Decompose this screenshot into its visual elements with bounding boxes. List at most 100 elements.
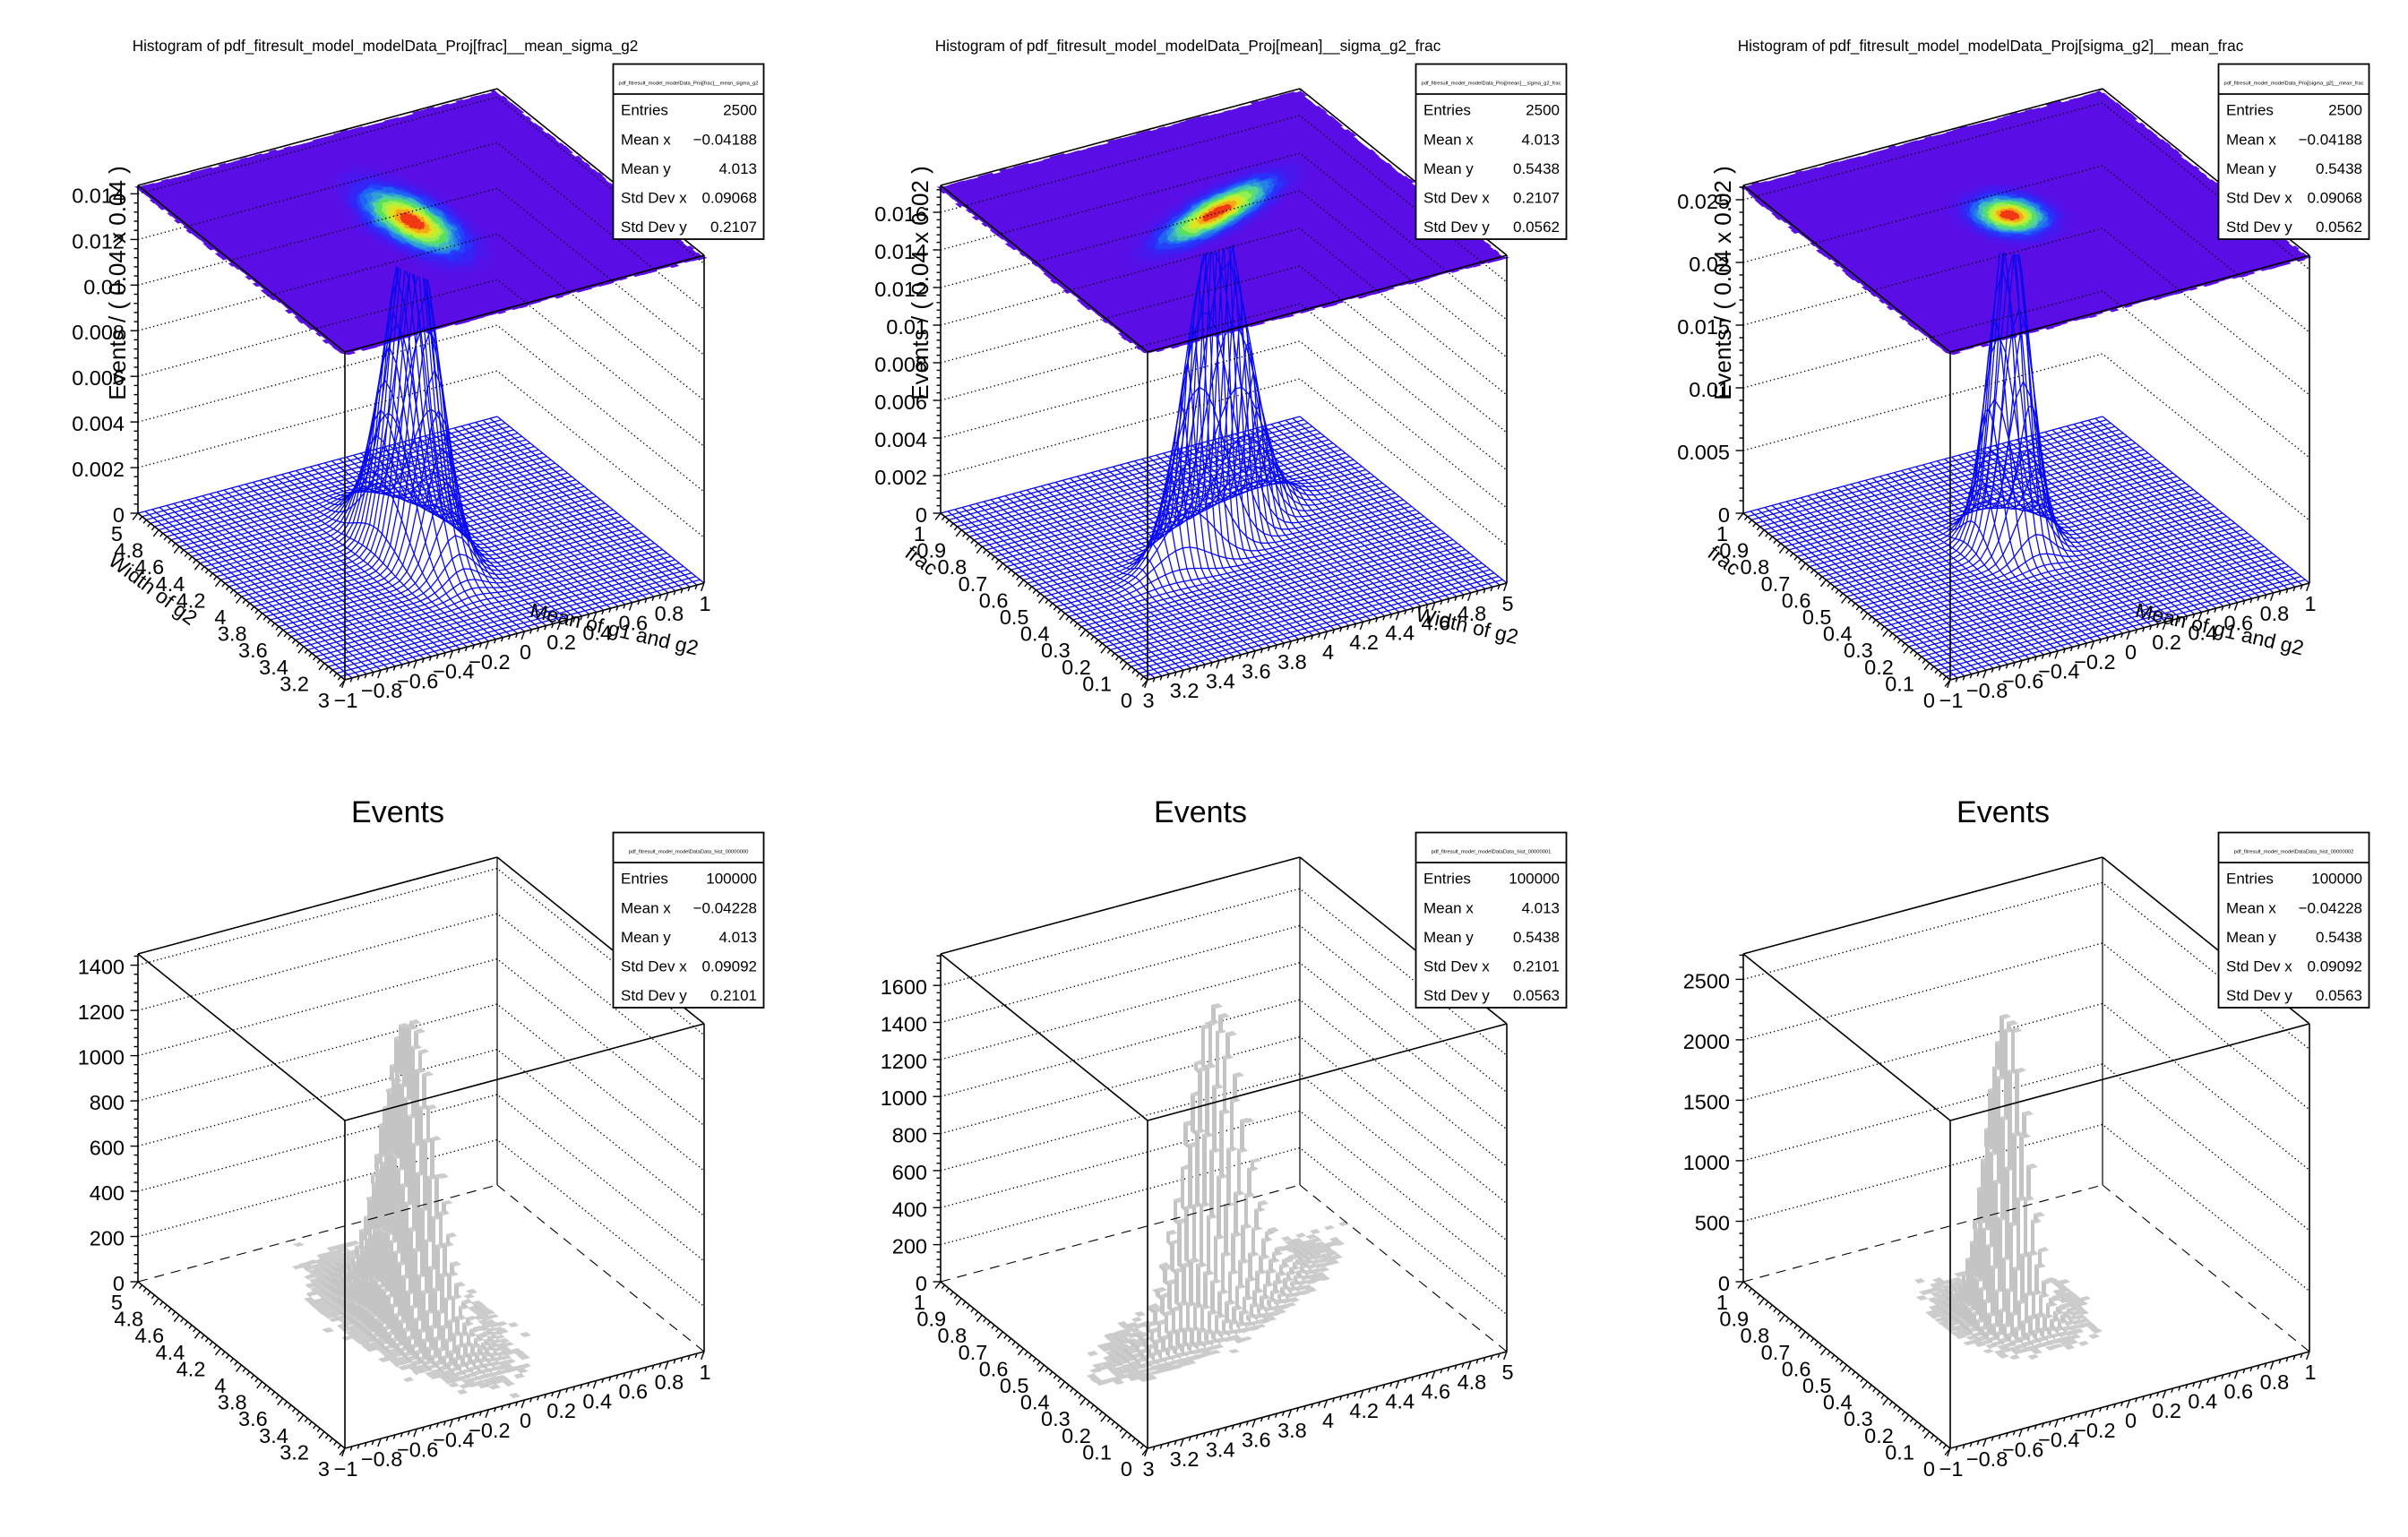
svg-text:4: 4 (1322, 1409, 1334, 1432)
svg-text:0.006: 0.006 (874, 391, 927, 414)
svg-text:0.2107: 0.2107 (710, 219, 757, 236)
svg-text:−0.2: −0.2 (2074, 1419, 2115, 1442)
svg-text:Entries: Entries (1423, 102, 1471, 119)
svg-text:0.8: 0.8 (938, 555, 968, 579)
svg-text:Histogram of pdf_fitresult_mod: Histogram of pdf_fitresult_model_modelDa… (133, 37, 639, 55)
svg-text:0.6: 0.6 (1782, 588, 1811, 612)
svg-text:800: 800 (90, 1091, 125, 1114)
svg-text:0.3: 0.3 (1041, 1407, 1071, 1430)
svg-text:Mean x: Mean x (621, 131, 671, 148)
svg-text:Std Dev x: Std Dev x (621, 958, 687, 975)
svg-text:0.01: 0.01 (886, 315, 927, 339)
svg-text:4.013: 4.013 (1521, 899, 1560, 916)
svg-text:0: 0 (520, 1409, 531, 1432)
svg-text:0.8: 0.8 (2260, 1370, 2290, 1394)
svg-text:0.4: 0.4 (1823, 623, 1853, 646)
svg-text:2500: 2500 (1526, 102, 1560, 119)
svg-text:0: 0 (916, 503, 927, 527)
svg-text:1400: 1400 (78, 956, 125, 979)
svg-text:0.4: 0.4 (582, 1389, 612, 1412)
svg-text:0.4: 0.4 (1020, 1391, 1050, 1414)
svg-text:2500: 2500 (1683, 969, 1730, 992)
svg-text:pdf_fitresult_model_modelDataD: pdf_fitresult_model_modelDataData_hist_0… (629, 850, 749, 855)
svg-text:4.013: 4.013 (1521, 131, 1560, 148)
svg-text:Histogram of pdf_fitresult_mod: Histogram of pdf_fitresult_model_modelDa… (935, 37, 1441, 55)
svg-text:Events: Events (1956, 795, 2050, 829)
svg-text:0.2: 0.2 (546, 631, 576, 654)
svg-text:1: 1 (1716, 522, 1728, 545)
svg-text:0.8: 0.8 (655, 602, 684, 625)
svg-text:1: 1 (914, 1291, 925, 1314)
svg-text:−1: −1 (1939, 689, 1964, 712)
svg-text:0.1: 0.1 (1885, 672, 1914, 695)
svg-text:100000: 100000 (706, 871, 757, 888)
svg-text:100000: 100000 (2311, 871, 2362, 888)
svg-text:5: 5 (111, 1291, 123, 1314)
svg-text:Mean y: Mean y (621, 160, 671, 177)
svg-text:0.09068: 0.09068 (702, 190, 757, 207)
svg-text:−0.8: −0.8 (361, 679, 402, 702)
svg-text:2500: 2500 (2328, 102, 2362, 119)
svg-text:0.5438: 0.5438 (2316, 929, 2362, 946)
svg-text:4.8: 4.8 (1458, 602, 1487, 625)
svg-text:−0.4: −0.4 (2038, 660, 2079, 683)
svg-text:2500: 2500 (723, 102, 757, 119)
svg-text:Std Dev y: Std Dev y (621, 219, 687, 236)
svg-text:0.7: 0.7 (1761, 572, 1791, 596)
svg-text:2000: 2000 (1683, 1030, 1730, 1053)
svg-text:0.2107: 0.2107 (1513, 190, 1560, 207)
svg-text:3.2: 3.2 (280, 672, 309, 695)
svg-text:Entries: Entries (1423, 871, 1471, 888)
svg-text:0.7: 0.7 (959, 572, 988, 596)
svg-text:pdf_fitresult_model_modelData_: pdf_fitresult_model_modelData_Proj[frac]… (619, 82, 759, 87)
svg-text:3.8: 3.8 (1277, 650, 1307, 674)
svg-text:0.025: 0.025 (1677, 190, 1730, 213)
svg-text:0.2: 0.2 (2152, 631, 2181, 654)
svg-text:Std Dev x: Std Dev x (1423, 190, 1490, 207)
svg-text:−0.2: −0.2 (2074, 650, 2115, 674)
svg-text:Std Dev y: Std Dev y (1423, 987, 1490, 1004)
svg-text:0: 0 (520, 640, 531, 664)
svg-text:0.3: 0.3 (1041, 639, 1071, 662)
svg-text:3.8: 3.8 (218, 623, 247, 646)
svg-text:0.2: 0.2 (1062, 1424, 1091, 1447)
svg-text:0.6: 0.6 (1782, 1357, 1811, 1380)
svg-text:1400: 1400 (881, 1013, 927, 1036)
svg-text:0.8: 0.8 (938, 1324, 968, 1347)
svg-text:0.0562: 0.0562 (2316, 219, 2362, 236)
svg-text:0.5438: 0.5438 (1513, 160, 1560, 177)
svg-text:0.5: 0.5 (1000, 605, 1029, 629)
svg-text:4.013: 4.013 (718, 160, 757, 177)
svg-text:0: 0 (916, 1272, 927, 1295)
svg-text:3: 3 (318, 1457, 330, 1481)
svg-text:0.2: 0.2 (1864, 1424, 1894, 1447)
svg-text:Events / ( 0.04 x 0.02 ): Events / ( 0.04 x 0.02 ) (907, 166, 933, 400)
svg-text:−0.4: −0.4 (433, 660, 474, 683)
svg-text:4.8: 4.8 (114, 1308, 143, 1331)
svg-text:Std Dev y: Std Dev y (1423, 219, 1490, 236)
svg-text:3.2: 3.2 (280, 1440, 309, 1464)
svg-text:0.016: 0.016 (874, 202, 927, 226)
svg-text:Mean y: Mean y (1423, 929, 1474, 946)
svg-text:4: 4 (214, 605, 226, 629)
svg-text:1200: 1200 (881, 1050, 927, 1073)
svg-text:0.6: 0.6 (979, 588, 1009, 612)
svg-text:0.9: 0.9 (1719, 539, 1749, 562)
svg-text:4.2: 4.2 (176, 1357, 206, 1380)
svg-text:0.8: 0.8 (2260, 602, 2290, 625)
svg-text:600: 600 (90, 1137, 125, 1160)
svg-text:0.09092: 0.09092 (702, 958, 757, 975)
svg-text:0: 0 (1718, 1272, 1730, 1295)
svg-text:0: 0 (1923, 689, 1935, 712)
svg-text:0.2: 0.2 (1864, 656, 1894, 679)
svg-text:0.6: 0.6 (2223, 1380, 2253, 1404)
svg-text:4.013: 4.013 (718, 929, 757, 946)
svg-text:−0.4: −0.4 (2038, 1429, 2079, 1452)
svg-text:500: 500 (1695, 1212, 1730, 1235)
svg-text:0.2101: 0.2101 (1513, 958, 1560, 975)
svg-text:−0.8: −0.8 (1966, 679, 2008, 702)
svg-text:−0.6: −0.6 (397, 1438, 438, 1461)
svg-text:3.2: 3.2 (1170, 1447, 1200, 1471)
svg-text:0.9: 0.9 (916, 1308, 946, 1331)
svg-text:−0.2: −0.2 (469, 650, 510, 674)
